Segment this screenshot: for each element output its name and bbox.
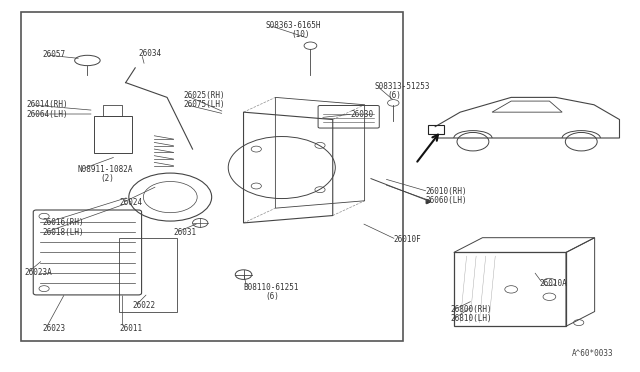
Text: 26031: 26031 <box>173 228 196 237</box>
Bar <box>119 238 177 311</box>
Text: 26010A: 26010A <box>540 279 568 288</box>
Bar <box>428 125 444 134</box>
Text: (10): (10) <box>291 30 310 39</box>
Text: S08363-6165H: S08363-6165H <box>266 21 321 30</box>
Text: (6): (6) <box>266 292 280 301</box>
Text: 26024: 26024 <box>119 198 142 207</box>
Bar <box>20 13 403 341</box>
Text: 26034: 26034 <box>138 49 161 58</box>
Text: 26018(LH): 26018(LH) <box>43 228 84 237</box>
Text: 26022: 26022 <box>132 301 155 311</box>
Text: 26060(LH): 26060(LH) <box>425 196 467 205</box>
Text: (6): (6) <box>387 91 401 100</box>
Text: 26014(RH): 26014(RH) <box>27 100 68 109</box>
Text: 26023A: 26023A <box>24 268 52 277</box>
Text: 26025(RH): 26025(RH) <box>183 91 225 100</box>
Text: 26010(RH): 26010(RH) <box>425 187 467 196</box>
Bar <box>94 116 132 153</box>
Text: N08911-1082A: N08911-1082A <box>78 165 133 174</box>
Text: 26064(LH): 26064(LH) <box>27 109 68 119</box>
Text: 26800(RH): 26800(RH) <box>451 305 492 314</box>
Text: 26010F: 26010F <box>394 235 421 244</box>
Text: 26810(LH): 26810(LH) <box>451 314 492 323</box>
Text: B08110-61251: B08110-61251 <box>244 283 299 292</box>
Text: 26030: 26030 <box>350 109 373 119</box>
Text: 26011: 26011 <box>119 324 142 333</box>
Text: 26023: 26023 <box>43 324 66 333</box>
Text: 26057: 26057 <box>43 51 66 60</box>
Text: A^60*0033: A^60*0033 <box>572 349 613 358</box>
Text: (2): (2) <box>100 174 114 183</box>
Text: 26075(LH): 26075(LH) <box>183 100 225 109</box>
Text: 26016(RH): 26016(RH) <box>43 218 84 227</box>
Text: S08313-51253: S08313-51253 <box>374 82 429 91</box>
